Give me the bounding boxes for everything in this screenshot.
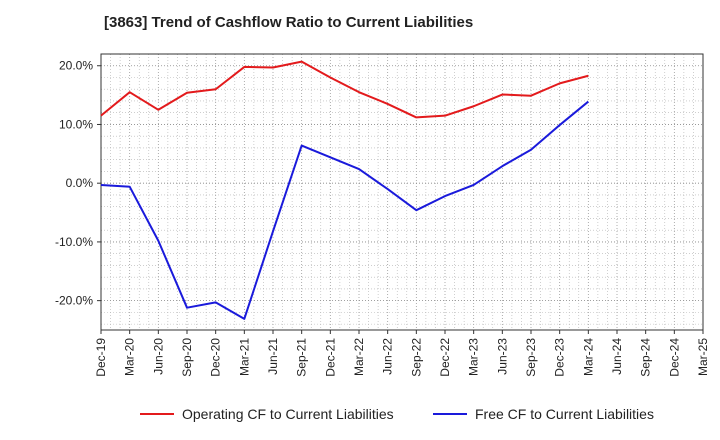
x-tick-label: Mar-24 [581, 338, 595, 376]
grid-layer [100, 53, 704, 330]
x-tick-label: Sep-22 [409, 338, 423, 377]
x-tick-label: Jun-23 [495, 338, 509, 375]
x-tick-label: Jun-24 [610, 338, 624, 375]
x-tick-label: Mar-22 [352, 338, 366, 376]
x-tick-label: Sep-21 [295, 338, 309, 377]
x-tick-label: Mar-20 [123, 338, 137, 376]
x-tick-label: Dec-23 [553, 338, 567, 377]
x-tick-label: Jun-22 [381, 338, 395, 375]
x-tick-label: Sep-20 [180, 338, 194, 377]
x-tick-label: Mar-25 [696, 338, 710, 376]
x-tick-label: Sep-23 [524, 338, 538, 377]
x-tick-label: Dec-22 [438, 338, 452, 377]
series-line-1 [100, 60, 589, 119]
series-line-2 [100, 100, 589, 320]
x-tick-label: Sep-24 [639, 338, 653, 377]
y-tick-label: 10.0% [59, 117, 93, 131]
y-tick-label: -20.0% [55, 294, 93, 308]
x-tick-label: Mar-23 [467, 338, 481, 376]
y-tick-label: -10.0% [55, 235, 93, 249]
series-layer [100, 60, 589, 320]
chart-title: [3863] Trend of Cashflow Ratio to Curren… [104, 14, 474, 31]
x-tick-label: Jun-20 [151, 338, 165, 375]
legend: Operating CF to Current Liabilities Free … [140, 406, 654, 422]
x-tick-label: Dec-24 [667, 338, 681, 377]
x-tick-label: Mar-21 [237, 338, 251, 376]
x-tick-label: Dec-20 [209, 338, 223, 377]
x-tick-label: Jun-21 [266, 338, 280, 375]
x-tick-label: Dec-21 [323, 338, 337, 377]
legend-label-1: Operating CF to Current Liabilities [182, 406, 394, 422]
y-tick-label: 20.0% [59, 59, 93, 73]
axis-layer: 20.0% 10.0% 0.0% -10.0% -20.0% Dec-19 Mar-20 Ju… [55, 53, 710, 377]
y-tick-label: 0.0% [66, 176, 94, 190]
x-tick-label: Dec-19 [94, 338, 108, 377]
legend-label-2: Free CF to Current Liabilities [475, 406, 654, 422]
plot-frame [100, 53, 704, 331]
